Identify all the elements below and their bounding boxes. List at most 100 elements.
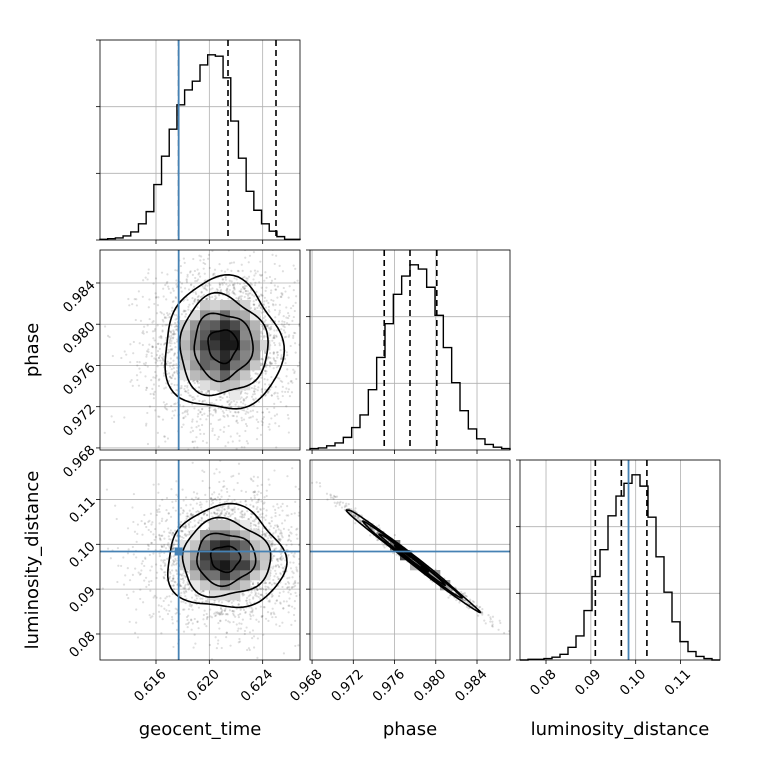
sample-point <box>171 622 174 625</box>
sample-point <box>172 332 176 335</box>
sample-point <box>288 334 291 337</box>
sample-point <box>148 298 151 301</box>
sample-point <box>287 388 291 391</box>
sample-point <box>229 410 232 414</box>
sample-point <box>317 594 319 596</box>
sample-point <box>157 379 160 382</box>
sample-point <box>257 420 260 424</box>
sample-point <box>154 328 157 331</box>
sample-point <box>173 342 176 345</box>
sample-point <box>219 460 222 462</box>
sample-point <box>161 517 164 520</box>
sample-point <box>276 558 279 562</box>
sample-point <box>252 490 255 494</box>
sample-point <box>244 397 248 400</box>
sample-point <box>168 570 172 574</box>
sample-point <box>265 370 268 373</box>
sample-point <box>249 661 251 663</box>
sample-point <box>225 289 228 292</box>
sample-point <box>148 405 152 408</box>
density-bin <box>230 310 241 321</box>
sample-point <box>195 510 198 514</box>
sample-point <box>214 297 217 300</box>
sample-point <box>197 278 200 281</box>
sample-point <box>253 387 256 390</box>
x-tick-label: 0.09 <box>572 666 605 699</box>
sample-point <box>332 290 334 292</box>
sample-point <box>200 390 203 393</box>
sample-point <box>188 394 191 397</box>
sample-point <box>251 293 254 296</box>
sample-point <box>237 641 240 644</box>
sample-point <box>180 290 183 293</box>
sample-point <box>256 581 260 585</box>
sample-point <box>219 407 223 410</box>
sample-point <box>323 375 325 377</box>
sample-point <box>143 522 147 525</box>
sample-point <box>189 520 192 524</box>
sample-point <box>199 597 202 600</box>
sample-point <box>196 306 199 309</box>
sample-point <box>227 424 230 428</box>
sample-point <box>158 336 161 339</box>
sample-point <box>218 514 221 517</box>
sample-point <box>259 293 263 296</box>
sample-point <box>298 324 300 327</box>
sample-point <box>233 288 236 291</box>
sample-point <box>261 411 264 414</box>
sample-point <box>222 430 225 433</box>
sample-point <box>155 295 158 299</box>
sample-point <box>217 240 219 242</box>
sample-point <box>271 607 274 610</box>
sample-point <box>258 304 261 307</box>
sample-point <box>165 323 169 326</box>
density-bin <box>250 340 261 351</box>
sample-point <box>193 299 196 303</box>
sample-point <box>172 584 175 587</box>
sample-point <box>217 407 220 410</box>
sample-point <box>262 327 265 330</box>
sample-point <box>129 361 132 364</box>
sample-point <box>254 388 257 391</box>
sample-point <box>212 511 216 514</box>
sample-point <box>139 597 142 601</box>
sample-point <box>175 493 178 496</box>
sample-point <box>228 609 232 612</box>
sample-point <box>179 578 183 581</box>
sample-point <box>167 542 170 545</box>
sample-point <box>142 362 146 365</box>
sample-point <box>231 500 234 503</box>
sample-point <box>149 392 152 396</box>
sample-point <box>217 294 221 297</box>
sample-point <box>168 342 171 345</box>
sample-point <box>247 230 249 232</box>
sample-point <box>132 492 136 496</box>
sample-point <box>251 513 254 516</box>
sample-point <box>228 279 231 282</box>
sample-point <box>208 409 211 412</box>
sample-point <box>161 324 164 327</box>
sample-point <box>184 595 187 598</box>
sample-point <box>220 512 223 515</box>
sample-point <box>227 285 230 288</box>
sample-point <box>287 604 290 607</box>
sample-point <box>291 319 294 322</box>
sample-point <box>158 615 161 618</box>
density-bin <box>230 390 241 401</box>
sample-point <box>144 375 147 378</box>
sample-point <box>161 353 164 356</box>
sample-point <box>157 415 160 418</box>
sample-point <box>246 290 249 293</box>
sample-point <box>244 256 247 259</box>
sample-point <box>186 409 189 412</box>
density-bin <box>210 380 221 391</box>
sample-point <box>187 522 190 525</box>
sample-point <box>243 446 246 449</box>
sample-point <box>186 626 189 629</box>
sample-point <box>257 528 260 531</box>
sample-point <box>243 512 246 515</box>
sample-point <box>156 365 159 368</box>
sample-point <box>241 408 244 412</box>
sample-point <box>267 356 270 360</box>
sample-point <box>259 588 262 591</box>
